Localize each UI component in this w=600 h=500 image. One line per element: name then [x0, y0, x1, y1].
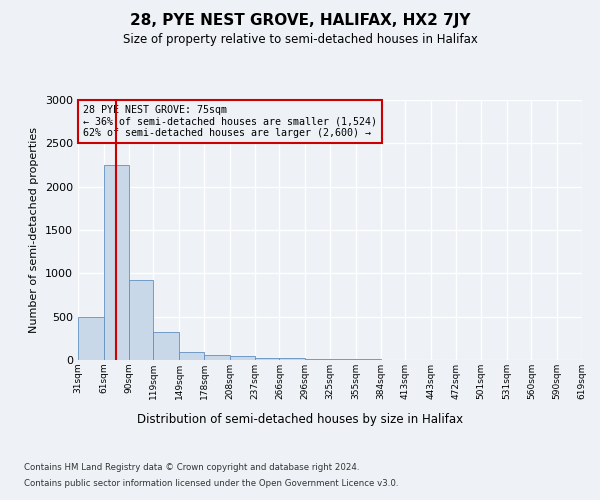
Y-axis label: Number of semi-detached properties: Number of semi-detached properties [29, 127, 40, 333]
Bar [104, 165, 128, 360]
Text: Contains public sector information licensed under the Open Government Licence v3: Contains public sector information licen… [24, 479, 398, 488]
Bar [330, 359, 356, 360]
Bar [128, 280, 154, 360]
Bar [154, 332, 179, 360]
Bar [78, 316, 104, 360]
Text: Size of property relative to semi-detached houses in Halifax: Size of property relative to semi-detach… [122, 32, 478, 46]
Text: 28 PYE NEST GROVE: 75sqm
← 36% of semi-detached houses are smaller (1,524)
62% o: 28 PYE NEST GROVE: 75sqm ← 36% of semi-d… [83, 105, 377, 138]
Bar [280, 358, 305, 360]
Text: Distribution of semi-detached houses by size in Halifax: Distribution of semi-detached houses by … [137, 412, 463, 426]
Bar [230, 356, 254, 360]
Text: Contains HM Land Registry data © Crown copyright and database right 2024.: Contains HM Land Registry data © Crown c… [24, 462, 359, 471]
Text: 28, PYE NEST GROVE, HALIFAX, HX2 7JY: 28, PYE NEST GROVE, HALIFAX, HX2 7JY [130, 12, 470, 28]
Bar [179, 352, 204, 360]
Bar [204, 355, 230, 360]
Bar [254, 358, 280, 360]
Bar [305, 358, 330, 360]
